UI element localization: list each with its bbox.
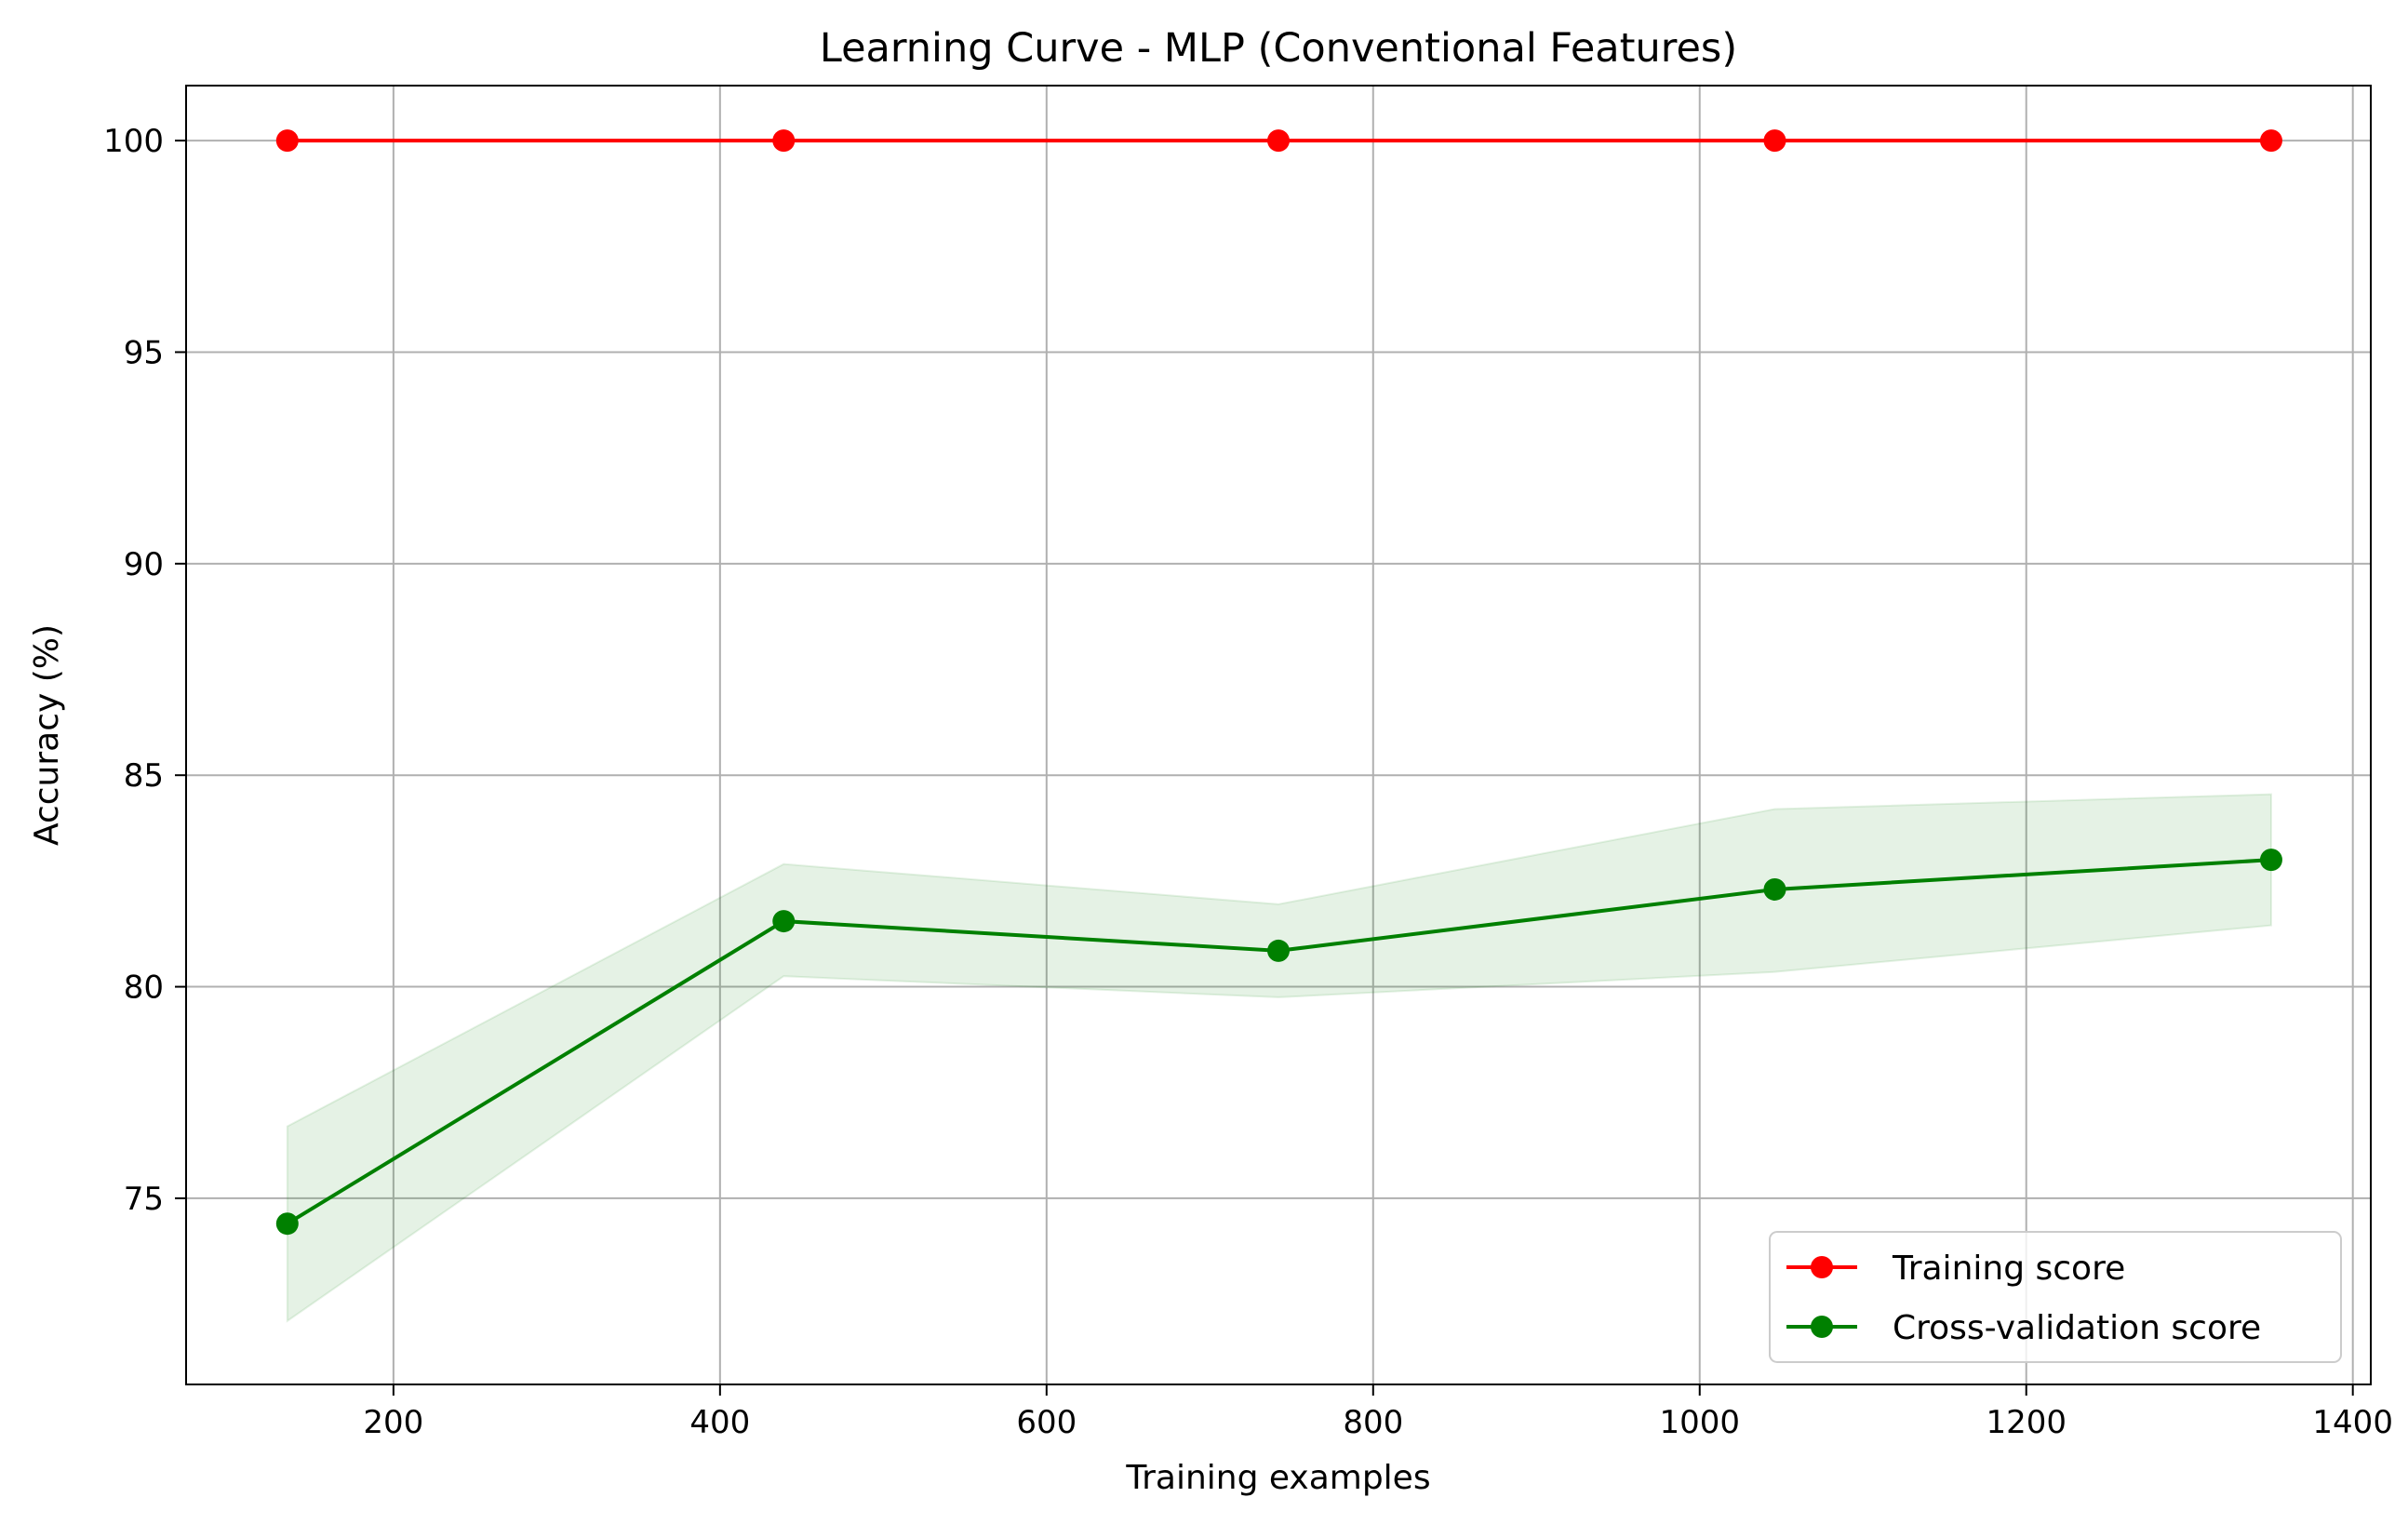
x-tick-label: 400 [689, 1404, 750, 1441]
x-tick-label: 1400 [2312, 1404, 2393, 1441]
y-tick-label: 90 [124, 546, 164, 583]
cross-validation-score-point [1763, 877, 1786, 901]
cross-validation-score-point [772, 910, 796, 933]
legend: Training score Cross-validation score [1769, 1231, 2342, 1363]
x-tick-label: 800 [1343, 1404, 1403, 1441]
x-tick-label: 1000 [1659, 1404, 1740, 1441]
y-tick-label: 75 [124, 1181, 164, 1218]
x-tick-label: 1200 [1986, 1404, 2067, 1441]
legend-training-label: Training score [1892, 1250, 2125, 1288]
legend-cross-validation-marker [1811, 1316, 1833, 1338]
cross-validation-score-point [1267, 939, 1290, 962]
x-axis-label: Training examples [1125, 1459, 1430, 1497]
legend-cross-validation-label: Cross-validation score [1893, 1309, 2261, 1347]
y-tick-label: 95 [124, 334, 164, 371]
x-axis-ticks: 200 400 600 800 1000 1200 1400 [363, 1384, 2393, 1441]
y-tick-label: 100 [103, 123, 164, 160]
training-score-point [1267, 129, 1290, 153]
x-tick-label: 600 [1016, 1404, 1077, 1441]
legend-box [1769, 1231, 2342, 1363]
training-score-point [1763, 129, 1786, 153]
chart-title: Learning Curve - MLP (Conventional Featu… [820, 25, 1737, 72]
y-tick-label: 80 [124, 969, 164, 1007]
training-score-point [275, 129, 299, 153]
training-score-point [2259, 129, 2282, 153]
y-tick-label: 85 [124, 757, 164, 795]
y-axis-ticks: 75 80 85 90 95 100 [103, 123, 186, 1218]
cross-validation-score-point [2259, 849, 2282, 872]
cross-validation-score-point [275, 1212, 299, 1236]
series-markers [275, 129, 2282, 1236]
legend-training-marker [1811, 1256, 1833, 1278]
training-score-point [772, 129, 796, 153]
grid-lines [186, 86, 2371, 1384]
plot-frame [185, 85, 2372, 1385]
x-tick-label: 200 [363, 1404, 423, 1441]
y-axis-label: Accuracy (%) [28, 624, 66, 846]
